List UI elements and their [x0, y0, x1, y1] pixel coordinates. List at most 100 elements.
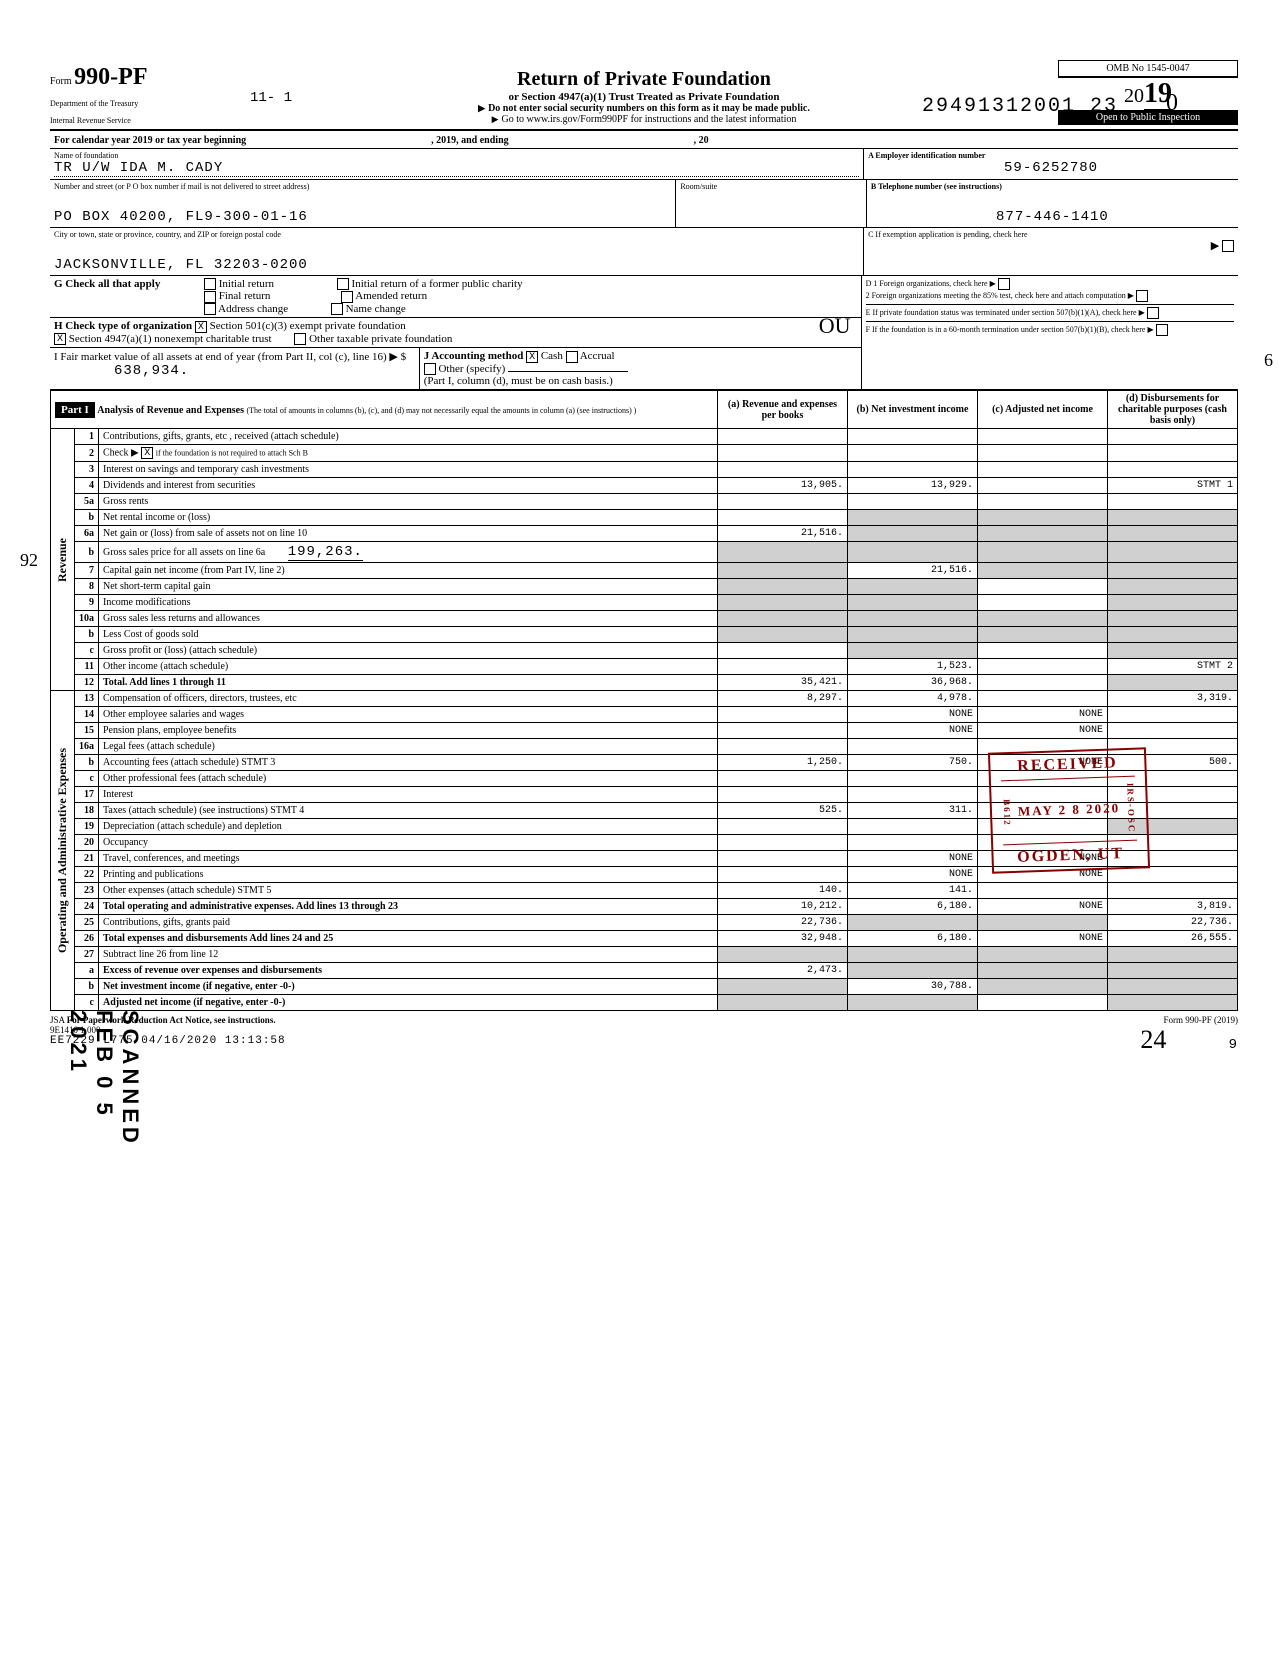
amount-cell-b	[848, 771, 978, 787]
line-description: Occupancy	[99, 835, 718, 851]
table-row: Revenue1Contributions, gifts, grants, et…	[51, 429, 1238, 445]
amount-cell-b	[848, 510, 978, 526]
amount-cell-d	[1108, 429, 1238, 445]
g-name-change-checkbox[interactable]	[331, 303, 343, 315]
line-description: Accounting fees (attach schedule) STMT 3	[99, 755, 718, 771]
amount-cell-c	[978, 563, 1108, 579]
footer-page9: 9	[1229, 1037, 1238, 1053]
address-value: PO BOX 40200, FL9-300-01-16	[54, 209, 671, 225]
h-other: Other taxable private foundation	[309, 333, 452, 345]
amount-cell-a: 1,250.	[718, 755, 848, 771]
calendar-mid: , 2019, and ending	[431, 135, 509, 146]
amount-cell-a	[718, 851, 848, 867]
e-checkbox[interactable]	[1147, 307, 1159, 319]
amount-cell-a: 21,516.	[718, 526, 848, 542]
table-row: 12Total. Add lines 1 through 1135,421.36…	[51, 675, 1238, 691]
amount-cell-c: NONE	[978, 899, 1108, 915]
g-initial-former-checkbox[interactable]	[337, 278, 349, 290]
amount-cell-c	[978, 445, 1108, 462]
j-other: Other (specify)	[438, 363, 505, 375]
line-description: Adjusted net income (if negative, enter …	[99, 995, 718, 1011]
address-label: Number and street (or P O box number if …	[54, 182, 671, 191]
form-number-box: Form 990-PF Department of the Treasury I…	[50, 64, 230, 125]
g-initial-return: Initial return	[219, 278, 274, 290]
line-number: c	[75, 643, 99, 659]
amount-cell-a	[718, 494, 848, 510]
table-row: bNet investment income (if negative, ent…	[51, 979, 1238, 995]
amount-cell-d	[1108, 979, 1238, 995]
line-number: 3	[75, 462, 99, 478]
g-initial-return-checkbox[interactable]	[204, 278, 216, 290]
amount-cell-a: 525.	[718, 803, 848, 819]
amount-cell-a	[718, 595, 848, 611]
side-label-expenses: Operating and Administrative Expenses	[51, 691, 75, 1011]
i-fmv-value: 638,934.	[114, 363, 189, 379]
line-description: Contributions, gifts, grants paid	[99, 915, 718, 931]
amount-cell-b	[848, 542, 978, 563]
line-description: Compensation of officers, directors, tru…	[99, 691, 718, 707]
table-row: Operating and Administrative Expenses13C…	[51, 691, 1238, 707]
h-4947-checkbox[interactable]: X	[54, 333, 66, 345]
amount-cell-c	[978, 429, 1108, 445]
amount-cell-d	[1108, 675, 1238, 691]
h-501c3-checkbox[interactable]: X	[195, 321, 207, 333]
amount-cell-a	[718, 579, 848, 595]
line-description: Depreciation (attach schedule) and deple…	[99, 819, 718, 835]
amount-cell-a	[718, 947, 848, 963]
scanned-stamp: SCANNED FEB 0 5 2021	[65, 1010, 143, 1147]
table-row: bLess Cost of goods sold	[51, 627, 1238, 643]
line-number: 21	[75, 851, 99, 867]
g-amended: Amended return	[355, 290, 427, 302]
amount-cell-b: 13,929.	[848, 478, 978, 494]
amount-cell-a	[718, 867, 848, 883]
table-row: aExcess of revenue over expenses and dis…	[51, 963, 1238, 979]
amount-cell-c	[978, 627, 1108, 643]
h-other-checkbox[interactable]	[294, 333, 306, 345]
j-cash-checkbox[interactable]: X	[526, 351, 538, 363]
j-label: J Accounting method	[424, 350, 524, 362]
amount-cell-a	[718, 771, 848, 787]
j-other-checkbox[interactable]	[424, 363, 436, 375]
line-number: 1	[75, 429, 99, 445]
document-locator-number: 29491312001 23	[922, 95, 1118, 118]
table-row: 14Other employee salaries and wagesNONEN…	[51, 707, 1238, 723]
amount-cell-a	[718, 979, 848, 995]
amount-cell-d: 3,319.	[1108, 691, 1238, 707]
amount-cell-a: 140.	[718, 883, 848, 899]
line-number: 13	[75, 691, 99, 707]
amount-cell-b: NONE	[848, 707, 978, 723]
footer-hand-24: 24	[1140, 1025, 1166, 1054]
f-checkbox[interactable]	[1156, 324, 1168, 336]
g-address-change-checkbox[interactable]	[204, 303, 216, 315]
line-number: 2	[75, 445, 99, 462]
amount-cell-c	[978, 526, 1108, 542]
line-number: 4	[75, 478, 99, 494]
amount-cell-c: NONE	[978, 707, 1108, 723]
table-row: 3Interest on savings and temporary cash …	[51, 462, 1238, 478]
part1-title: Analysis of Revenue and Expenses	[97, 405, 244, 416]
line-number: 24	[75, 899, 99, 915]
line-number: 12	[75, 675, 99, 691]
received-stamp-agency: OGDEN, UT	[1003, 844, 1138, 867]
c-exemption-label: C If exemption application is pending, c…	[868, 230, 1234, 239]
amount-cell-a: 32,948.	[718, 931, 848, 947]
line-description: Gross rents	[99, 494, 718, 510]
amount-cell-a	[718, 723, 848, 739]
line-description: Gross sales price for all assets on line…	[99, 542, 718, 563]
room-label: Room/suite	[680, 182, 862, 191]
line-description: Other professional fees (attach schedule…	[99, 771, 718, 787]
d1-checkbox[interactable]	[998, 278, 1010, 290]
line-number: 8	[75, 579, 99, 595]
table-row: bNet rental income or (loss)	[51, 510, 1238, 526]
j-accrual-checkbox[interactable]	[566, 351, 578, 363]
g-amended-checkbox[interactable]	[341, 291, 353, 303]
g-final-return-checkbox[interactable]	[204, 291, 216, 303]
line-description: Gross profit or (loss) (attach schedule)	[99, 643, 718, 659]
c-checkbox[interactable]	[1222, 240, 1234, 252]
line-description: Travel, conferences, and meetings	[99, 851, 718, 867]
d2-checkbox[interactable]	[1136, 290, 1148, 302]
received-stamp-right: IRS-OSC	[1125, 783, 1137, 834]
foundation-name-label: Name of foundation	[54, 151, 859, 160]
line-number: 22	[75, 867, 99, 883]
table-row: 7Capital gain net income (from Part IV, …	[51, 563, 1238, 579]
